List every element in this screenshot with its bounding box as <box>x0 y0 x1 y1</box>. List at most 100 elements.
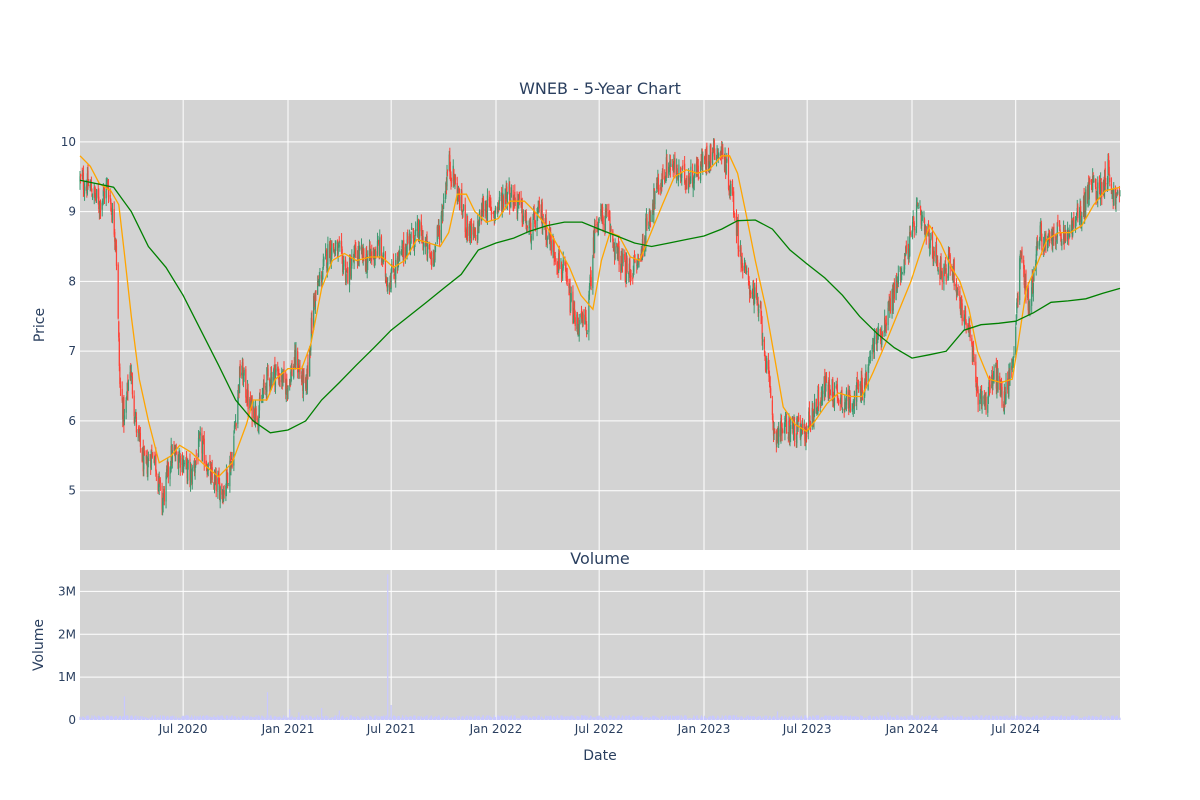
candle-body <box>763 339 766 350</box>
volume-bar <box>995 715 997 720</box>
candle-body <box>811 407 813 427</box>
candle-body <box>237 397 239 425</box>
candle-body <box>726 158 728 162</box>
volume-bar <box>294 717 297 720</box>
candle-body <box>1037 242 1039 247</box>
candle-body <box>613 243 615 246</box>
candle-body <box>883 332 885 337</box>
candle-body <box>703 157 706 160</box>
candle-body <box>1023 260 1025 269</box>
candle-body <box>773 429 775 433</box>
volume-bar <box>608 715 611 720</box>
volume-bar <box>514 716 516 720</box>
candle-body <box>764 351 766 355</box>
candle-body <box>697 165 699 177</box>
candle-body <box>690 166 692 181</box>
candle-body <box>684 163 686 183</box>
volume-bar <box>506 715 508 720</box>
candle-body <box>91 194 93 197</box>
volume-bar <box>319 718 321 720</box>
candle-body <box>227 483 229 484</box>
x-tick-label: Jul 2020 <box>158 722 208 736</box>
volume-bar <box>446 716 449 720</box>
candle-body <box>920 209 922 225</box>
candle-body <box>784 417 786 434</box>
volume-bar <box>1052 715 1054 720</box>
candle-body <box>829 390 831 392</box>
candle-body <box>335 242 337 244</box>
candle-body <box>976 385 979 389</box>
candle-body <box>181 455 184 472</box>
candle-body <box>736 228 738 233</box>
candle-body <box>395 260 397 280</box>
candle-body <box>1045 235 1047 246</box>
candle-body <box>115 245 118 266</box>
volume-bar <box>91 715 93 720</box>
candle-body <box>1118 193 1121 195</box>
candle-body <box>963 320 966 324</box>
candle-body <box>194 466 196 473</box>
volume-bar <box>538 715 540 720</box>
candle-body <box>399 251 401 257</box>
candle-body <box>536 215 538 230</box>
volume-bar <box>586 715 588 720</box>
volume-bar <box>289 709 291 720</box>
candle-body <box>442 210 444 217</box>
candle-body <box>102 198 104 203</box>
volume-bar <box>935 715 937 720</box>
candle-body <box>711 152 714 164</box>
volume-bar <box>340 716 343 720</box>
candle-body <box>438 229 441 241</box>
candle-body <box>332 243 335 252</box>
candle-body <box>1100 178 1102 181</box>
candle-body <box>824 388 826 396</box>
x-tick-label: Jan 2021 <box>261 722 315 736</box>
candle-body <box>121 388 123 401</box>
candle-body <box>1004 391 1006 400</box>
candle-body <box>867 367 869 390</box>
volume-bar <box>891 716 893 720</box>
candle-body <box>464 204 466 233</box>
candle-body <box>674 159 676 175</box>
volume-bar <box>1061 716 1063 720</box>
volume-bar <box>718 717 720 720</box>
volume-tick-label: 2M <box>58 627 76 641</box>
candle-body <box>725 164 727 174</box>
candle-body <box>762 339 764 342</box>
volume-bar <box>203 717 205 720</box>
candle-body <box>797 419 799 431</box>
candle-body <box>444 197 446 199</box>
candle-body <box>311 318 313 329</box>
candle-body <box>185 458 187 465</box>
volume-bar <box>947 716 950 720</box>
volume-bar <box>638 715 640 720</box>
volume-bar <box>215 716 217 720</box>
candle-body <box>514 191 516 201</box>
candle-body <box>338 242 340 244</box>
volume-bar <box>941 717 943 720</box>
candle-body <box>102 189 104 197</box>
volume-bar <box>414 715 416 720</box>
volume-bar <box>913 718 915 720</box>
candle-body <box>786 419 788 434</box>
candle-body <box>195 460 197 466</box>
price-axis-title: Price <box>32 308 48 342</box>
candle-body <box>752 281 755 304</box>
candle-body <box>161 485 163 510</box>
candle-body <box>431 257 433 266</box>
candle-body <box>967 330 970 332</box>
volume-bar <box>730 715 732 720</box>
candle-body <box>307 362 309 374</box>
volume-bar <box>843 715 845 720</box>
candle-body <box>605 208 608 215</box>
candle-body <box>959 290 961 301</box>
candle-body <box>767 361 769 369</box>
candle-body <box>597 221 600 231</box>
candle-body <box>1019 258 1021 301</box>
candle-body <box>174 453 176 458</box>
candle-body <box>494 207 497 214</box>
candle-body <box>868 359 870 363</box>
candle-body <box>133 395 135 417</box>
candle-body <box>740 247 742 265</box>
candle-body <box>428 244 430 250</box>
